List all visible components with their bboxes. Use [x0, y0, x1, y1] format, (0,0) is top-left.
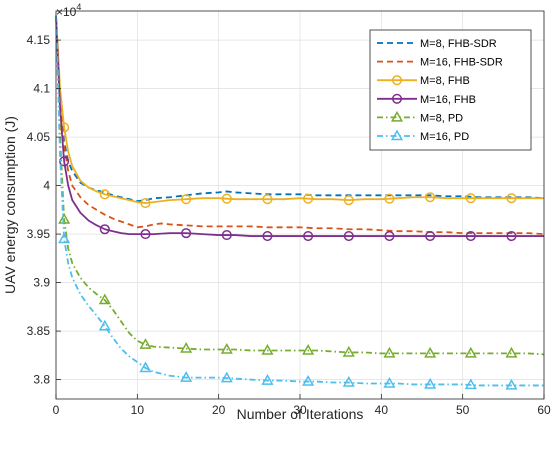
series-5: [55, 15, 545, 358]
series-marker: [181, 228, 192, 239]
series-marker: [424, 377, 437, 389]
series-marker: [140, 198, 151, 209]
series-marker: [505, 346, 518, 358]
series-marker: [140, 229, 151, 240]
series-marker: [464, 378, 477, 390]
series-marker: [220, 371, 233, 383]
series-marker: [506, 193, 517, 204]
series-marker: [98, 293, 111, 305]
x-tick-label: 10: [131, 403, 145, 417]
series-line: [55, 15, 544, 387]
x-tick-label: 60: [537, 403, 551, 417]
x-axis-label: Number of Iterations: [237, 406, 364, 422]
series-line: [55, 15, 544, 237]
series-marker: [221, 193, 232, 204]
y-tick-label: 4.15: [27, 33, 51, 47]
series-marker: [464, 346, 477, 358]
legend-item: M=16, FHB-SDR: [377, 57, 503, 69]
y-tick-label: 3.9: [33, 276, 50, 290]
legend-marker: [391, 93, 403, 104]
series-group: [55, 15, 545, 390]
legend-item: M=16, PD: [377, 129, 469, 143]
y-tick-label: 4: [43, 179, 50, 193]
series-marker: [98, 319, 111, 331]
series-2: [55, 15, 545, 235]
series-marker: [180, 342, 193, 353]
series-marker: [424, 346, 437, 358]
series-marker: [506, 230, 517, 242]
legend-label: M=8, FHB: [420, 75, 470, 87]
series-marker: [505, 378, 518, 390]
series-marker: [302, 375, 315, 386]
series-marker: [465, 193, 476, 204]
x-tick-label: 30: [293, 403, 307, 417]
series-marker: [59, 156, 70, 167]
y-tick-label: 3.85: [27, 324, 51, 338]
y-tick-label: 3.95: [27, 227, 51, 241]
legend-label: M=16, FHB: [420, 94, 476, 106]
series-marker: [262, 230, 273, 242]
series-marker: [425, 230, 436, 242]
series-marker: [343, 230, 354, 242]
series-4: [55, 15, 544, 242]
series-3: [55, 15, 544, 209]
series-marker: [262, 194, 273, 205]
series-6: [55, 15, 544, 390]
series-marker: [139, 361, 152, 373]
series-marker: [99, 224, 110, 235]
axis-ticks: 0 10 20 30 40 50 60 3.8 3.85 3.9 3.95 4 4.05 4.1 4.15: [27, 33, 551, 417]
x-tick-label: 50: [456, 403, 470, 417]
series-marker: [383, 376, 396, 388]
x-tick-label: 40: [375, 403, 389, 417]
legend-label: M=8, PD: [420, 112, 463, 124]
legend-marker: [390, 129, 404, 141]
series-marker: [220, 342, 233, 354]
y-exponent-label: ×104: [56, 2, 81, 19]
series-marker: [261, 343, 274, 355]
x-tick-label: 0: [53, 403, 60, 417]
x-tick-label: 20: [212, 403, 226, 417]
legend-label: M=16, FHB-SDR: [420, 57, 503, 69]
series-marker: [343, 195, 354, 206]
legend-item: M=8, PD: [377, 110, 463, 124]
legend-marker: [390, 110, 404, 122]
y-tick-label: 4.1: [33, 82, 50, 96]
y-tick-label: 4.05: [27, 130, 51, 144]
y-axis-label: UAV energy consumption (J): [2, 116, 18, 294]
series-marker: [303, 193, 314, 204]
legend-item: M=16, FHB: [377, 93, 476, 106]
series-marker: [384, 193, 395, 204]
series-marker: [302, 343, 315, 355]
series-marker: [180, 371, 193, 382]
y-tick-label: 3.8: [33, 373, 50, 387]
y-exponent-base: ×10: [56, 5, 77, 19]
legend-marker: [391, 75, 403, 86]
legend-item: M=8, FHB: [377, 75, 470, 87]
series-marker: [139, 338, 152, 349]
legend-items: M=8, FHB-SDR M=16, FHB-SDR M=8, FHB M=16, F…: [377, 38, 503, 143]
series-marker: [181, 194, 192, 205]
series-marker: [303, 230, 314, 242]
series-marker: [221, 230, 232, 241]
series-marker: [342, 345, 355, 357]
series-marker: [261, 374, 274, 385]
series-marker: [342, 375, 355, 387]
series-marker: [58, 232, 71, 244]
series-marker: [99, 189, 110, 200]
legend-item: M=8, FHB-SDR: [377, 38, 497, 50]
series-marker: [465, 230, 476, 242]
series-marker: [425, 192, 436, 203]
legend-label: M=8, FHB-SDR: [420, 38, 497, 50]
y-exponent-power: 4: [76, 2, 81, 12]
series-marker: [383, 346, 396, 358]
series-line: [55, 15, 545, 235]
legend-label: M=16, PD: [420, 131, 469, 143]
legend: M=8, FHB-SDR M=16, FHB-SDR M=8, FHB M=16, F…: [369, 29, 532, 151]
series-marker: [384, 230, 395, 242]
grid-lines: [55, 11, 545, 399]
series-line: [55, 15, 545, 356]
series-line: [55, 15, 544, 204]
